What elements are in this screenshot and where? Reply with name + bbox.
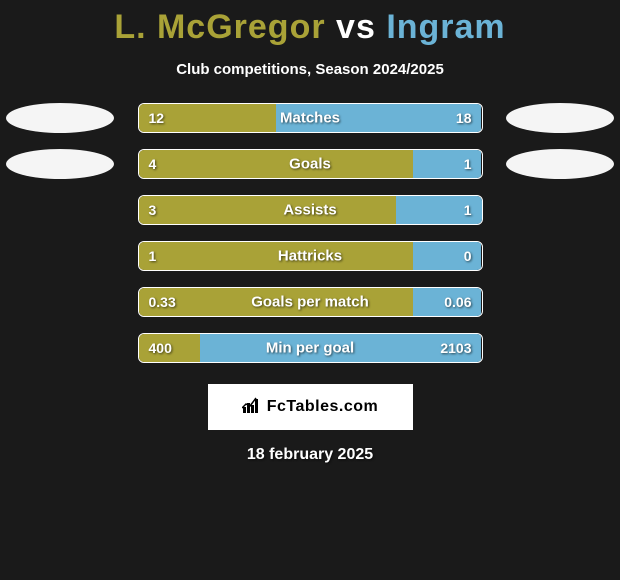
stat-value-right: 1 [464,150,472,178]
stat-row: 1 0 Hattricks [0,238,620,274]
stat-value-right: 0.06 [444,288,471,316]
stat-label: Goals per match [251,294,369,311]
stat-bar: 0.33 0.06 Goals per match [138,287,483,317]
bar-segment-left [139,242,413,270]
stat-label: Matches [280,110,340,127]
stat-label: Min per goal [266,340,354,357]
stat-row: 0.33 0.06 Goals per match [0,284,620,320]
stat-row: 4 1 Goals [0,146,620,182]
stat-value-right: 18 [456,104,472,132]
stat-bar: 4 1 Goals [138,149,483,179]
club-badge-right [506,149,614,179]
vs-word: vs [336,8,376,46]
stat-value-right: 1 [464,196,472,224]
stat-value-left: 12 [149,104,165,132]
bar-segment-left [139,150,413,178]
stat-row: 3 1 Assists [0,192,620,228]
stat-value-right: 2103 [440,334,471,362]
club-badge-left [6,149,114,179]
stat-value-right: 0 [464,242,472,270]
stat-row: 400 2103 Min per goal [0,330,620,366]
subtitle: Club competitions, Season 2024/2025 [176,61,444,78]
club-badge-left [6,103,114,133]
stat-value-left: 0.33 [149,288,176,316]
stat-label: Goals [289,156,331,173]
stat-label: Hattricks [278,248,342,265]
stat-label: Assists [283,202,336,219]
stat-value-left: 400 [149,334,172,362]
chart-bar-icon [242,397,262,418]
comparison-title: L. McGregor vs Ingram [114,8,505,47]
player2-name: Ingram [386,8,505,46]
stat-value-left: 4 [149,150,157,178]
stat-value-left: 3 [149,196,157,224]
branding-text: FcTables.com [242,397,379,418]
stat-bar: 3 1 Assists [138,195,483,225]
stat-bar: 12 18 Matches [138,103,483,133]
stat-bar: 400 2103 Min per goal [138,333,483,363]
stat-row: 12 18 Matches [0,100,620,136]
club-badge-right [506,103,614,133]
bar-segment-left [139,196,396,224]
branding-label: FcTables.com [267,398,379,416]
player1-name: L. McGregor [114,8,325,46]
stat-value-left: 1 [149,242,157,270]
stat-bar: 1 0 Hattricks [138,241,483,271]
branding-box: FcTables.com [208,384,413,430]
date-line: 18 february 2025 [247,446,373,464]
stats-area: 12 18 Matches 4 1 Goals 3 1 Assists 1 0 Hattricks 0.… [0,100,620,376]
